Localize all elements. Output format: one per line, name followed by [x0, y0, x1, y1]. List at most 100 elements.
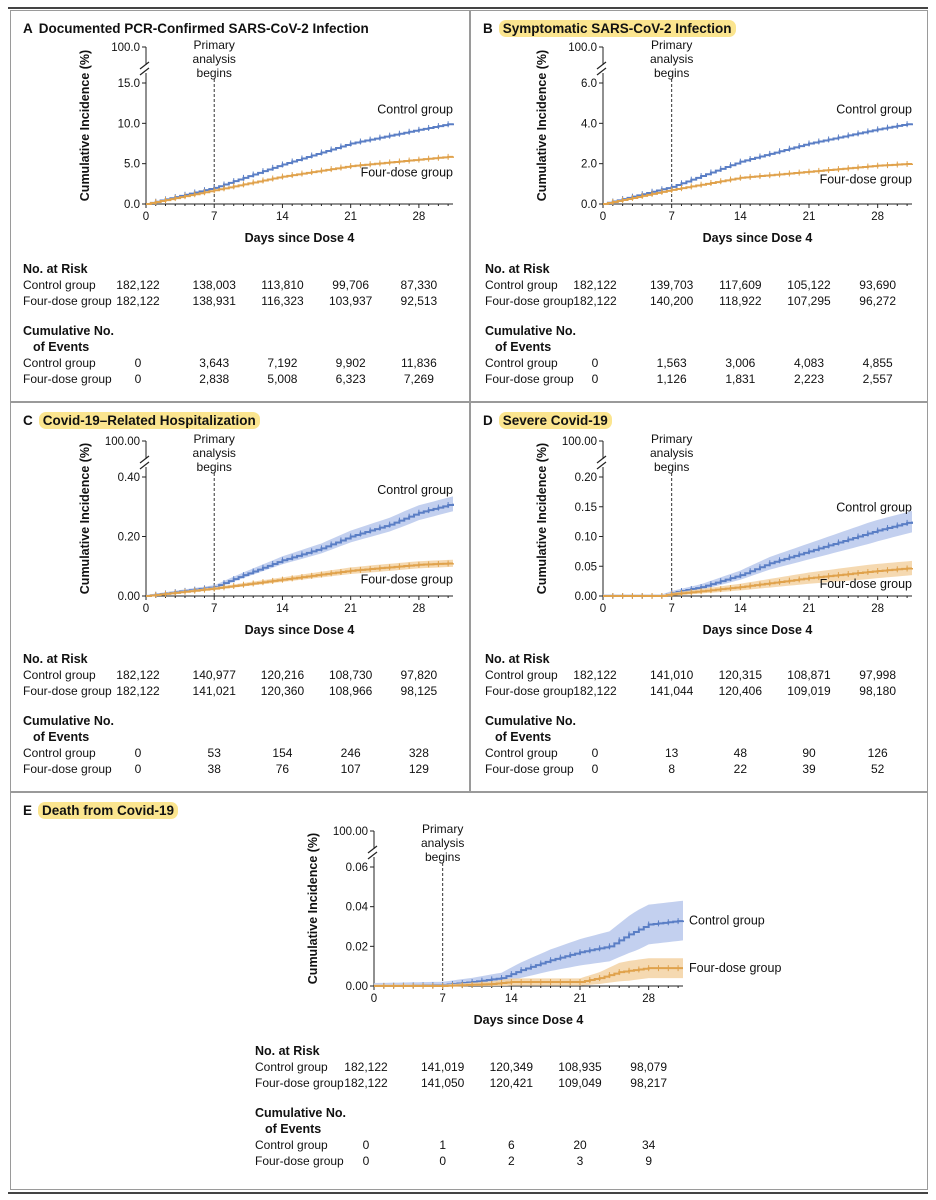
table-cell: 0	[591, 746, 599, 760]
table-cell: 0	[134, 762, 142, 776]
axis-break-mark	[139, 61, 150, 70]
y-tick-label: 100.0	[111, 42, 140, 54]
table-cell: 108,935	[558, 1060, 602, 1074]
y-tick-label: 100.00	[562, 436, 597, 448]
y-tick-label: 100.00	[333, 826, 368, 838]
panel-title: E Death from Covid-19	[23, 802, 179, 819]
table-cell: 103,937	[328, 294, 373, 308]
risk-row-four-dose: Four-dose group 182,122 138,931 116,323 103,…	[23, 293, 463, 309]
y-tick-label: 10.0	[118, 118, 140, 130]
risk-row-four-dose: Four-dose group 182,122 141,050 120,421 109,…	[255, 1075, 695, 1091]
risk-table: No. at Risk Control group 182,122 138,003 11…	[23, 261, 463, 387]
y-axis-label: Cumulative Incidence (%)	[78, 50, 92, 201]
row-label: Four-dose group	[23, 294, 112, 308]
row-label: Control group	[23, 278, 96, 292]
axis-break-mark	[596, 455, 607, 464]
table-cell: 0	[362, 1138, 370, 1152]
table-cell: 141,010	[649, 668, 694, 682]
events-row-control: Control group 0 53 154 246 328	[23, 745, 463, 761]
primary-analysis-label: analysis	[421, 836, 464, 850]
table-cell: 3,006	[725, 356, 756, 370]
table-cell: 117,609	[719, 278, 762, 292]
control-series-label: Control group	[836, 102, 912, 116]
table-cell: 93,690	[859, 278, 897, 292]
table-cell: 108,871	[787, 668, 831, 682]
table-cell: 182,122	[116, 294, 160, 308]
x-tick-label: 21	[344, 603, 357, 615]
events-row-control: Control group 0 1,563 3,006 4,083 4,855	[485, 355, 915, 371]
x-tick-label: 28	[412, 603, 425, 615]
table-cell: 129	[408, 762, 429, 776]
risk-row-four-dose: Four-dose group 182,122 140,200 118,922 107,…	[485, 293, 915, 309]
panel-a: A Documented PCR-Confirmed SARS-CoV-2 Inf…	[10, 10, 470, 402]
risk-row-control: Control group 182,122 139,703 117,609 105,12…	[485, 277, 915, 293]
control-confidence-band	[603, 510, 912, 596]
table-cell: 97,820	[400, 668, 438, 682]
y-axis-label: Cumulative Incidence (%)	[78, 443, 92, 594]
events-row-control: Control group 0 13 48 90 126	[485, 745, 915, 761]
events-heading: of Events	[495, 340, 552, 354]
primary-analysis-label: begins	[654, 460, 689, 474]
y-tick-label: 0.00	[118, 591, 140, 603]
table-cell: 22	[733, 762, 748, 776]
table-cell: 38	[207, 762, 221, 776]
control-confidence-band	[146, 496, 453, 596]
x-tick-label: 21	[344, 211, 357, 223]
table-cell: 52	[870, 762, 885, 776]
spacer	[23, 699, 463, 713]
y-tick-label: 2.0	[581, 159, 597, 171]
y-axis-label: Cumulative Incidence (%)	[535, 443, 549, 594]
table-cell: 90	[802, 746, 816, 760]
y-tick-label: 0.00	[346, 981, 368, 993]
table-cell: 0	[591, 762, 599, 776]
table-cell: 138,003	[192, 278, 236, 292]
table-cell: 113,810	[261, 278, 304, 292]
primary-analysis-label: begins	[654, 66, 689, 80]
y-tick-label: 0.20	[575, 472, 597, 484]
four-dose-series-label: Four-dose group	[361, 572, 453, 586]
table-cell: 6	[507, 1138, 515, 1152]
table-cell: 99,706	[332, 278, 370, 292]
panel-d: D Severe Covid-19 100.00 0.00 0.05 0.10 0.15 0…	[470, 402, 928, 792]
table-cell: 0	[134, 356, 142, 370]
top-rule	[8, 7, 928, 9]
primary-analysis-label: Primary	[194, 38, 235, 52]
table-cell: 140,200	[649, 294, 694, 308]
panel-title-text: Severe Covid-19	[498, 412, 612, 429]
table-cell: 20	[573, 1138, 587, 1152]
table-cell: 182,122	[344, 1076, 388, 1090]
events-heading: Cumulative No.	[255, 1106, 346, 1120]
x-tick-label: 0	[143, 211, 149, 223]
primary-analysis-label: analysis	[193, 446, 236, 460]
risk-table: No. at Risk Control group 182,122 139,703 11…	[485, 261, 915, 387]
table-cell: 0	[439, 1154, 446, 1168]
control-series-label: Control group	[836, 501, 912, 515]
x-tick-label: 28	[412, 211, 425, 223]
row-label: Control group	[23, 356, 96, 370]
table-cell: 116,323	[261, 294, 304, 308]
x-tick-label: 7	[211, 603, 217, 615]
panel-letter: E	[23, 803, 33, 818]
table-cell: 120,349	[489, 1060, 534, 1074]
table-cell: 246	[340, 746, 361, 760]
panel-title: C Covid-19–Related Hospitalization	[23, 412, 260, 429]
axis-break-mark	[139, 67, 150, 76]
row-label: Control group	[485, 668, 558, 682]
table-cell: 4,083	[793, 356, 825, 370]
axis-break-mark	[139, 461, 150, 470]
table-cell: 182,122	[116, 684, 160, 698]
x-axis-label: Days since Dose 4	[245, 231, 355, 245]
table-cell: 7,192	[267, 356, 298, 370]
table-cell: 139,703	[649, 278, 694, 292]
table-cell: 182,122	[116, 278, 160, 292]
table-cell: 182,122	[573, 294, 617, 308]
table-cell: 3,643	[199, 356, 230, 370]
events-heading: Cumulative No.	[23, 324, 114, 338]
row-label: Four-dose group	[23, 372, 112, 386]
row-label: Four-dose group	[23, 762, 112, 776]
risk-row-control: Control group 182,122 141,019 120,349 108,93…	[255, 1059, 695, 1075]
x-tick-label: 14	[276, 211, 289, 223]
y-tick-label: 100.00	[105, 436, 140, 448]
table-cell: 7,269	[403, 372, 434, 386]
table-cell: 120,216	[260, 668, 305, 682]
